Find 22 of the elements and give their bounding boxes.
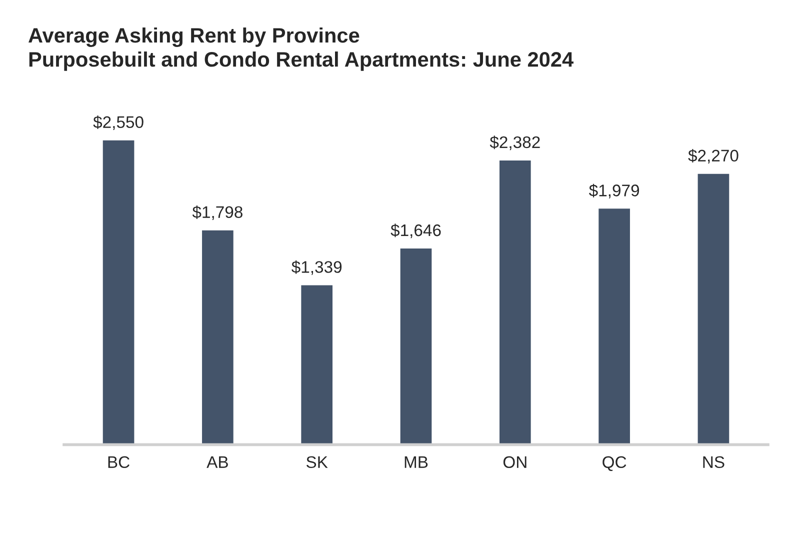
x-tick-label: NS	[703, 456, 724, 468]
data-label: $1,646	[390, 224, 441, 238]
data-label: $1,798	[192, 206, 242, 220]
bar	[398, 247, 434, 445]
chart-title: Average Asking Rent by Province Purposebuilt and Condo Rental Apartments: June 2024	[28, 27, 574, 71]
bar	[696, 172, 731, 445]
x-tick-label: MB	[404, 456, 428, 468]
bar	[300, 284, 334, 445]
x-tick-label: QC	[602, 456, 626, 472]
x-tick-label: BC	[108, 456, 130, 468]
bar	[101, 138, 136, 445]
x-tick-label: ON	[503, 456, 526, 468]
data-label: $1,979	[589, 184, 640, 198]
data-label: $2,382	[490, 136, 540, 150]
bar	[498, 159, 532, 445]
data-label: $2,550	[93, 116, 144, 130]
bar	[200, 228, 235, 445]
x-tick-label: AB	[206, 456, 228, 468]
x-tick-label: SK	[306, 456, 328, 468]
data-label: $2,270	[688, 149, 738, 164]
data-label: $1,339	[292, 260, 342, 275]
bar	[597, 207, 632, 445]
